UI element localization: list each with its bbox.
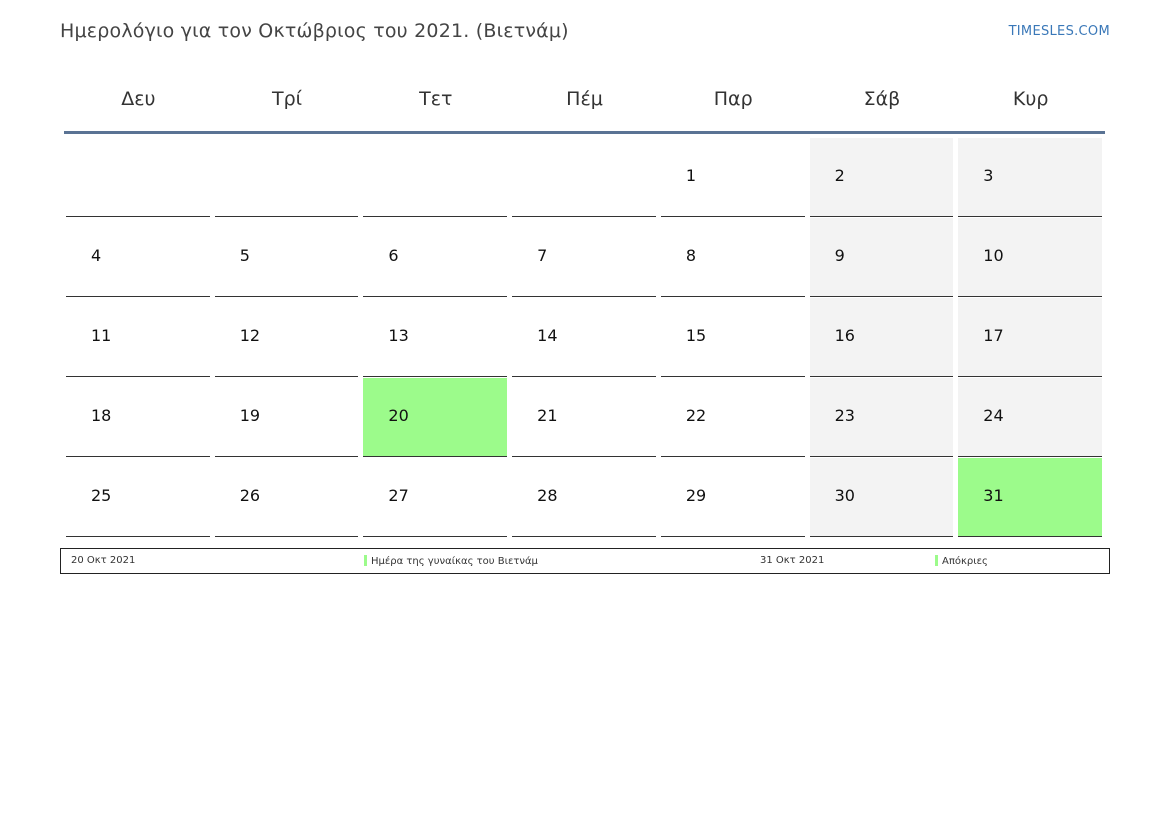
day-cell[interactable]: 24 xyxy=(958,378,1102,457)
legend-holiday-name: Ημέρα της γυναίκας του Βιετνάμ xyxy=(371,556,538,567)
day-cell[interactable]: 18 xyxy=(66,378,210,457)
day-number: 21 xyxy=(537,406,558,425)
empty-day-cell xyxy=(214,138,359,217)
day-number: 14 xyxy=(537,326,558,345)
day-cell[interactable]: 2 xyxy=(809,138,954,217)
holiday-legend: 20 Οκτ 2021 Ημέρα της γυναίκας του Βιετν… xyxy=(60,548,1110,574)
day-number: 3 xyxy=(983,166,994,185)
day-number: 13 xyxy=(388,326,409,345)
day-number: 23 xyxy=(834,406,855,425)
day-cell[interactable]: 8 xyxy=(660,218,805,297)
holiday-color-marker xyxy=(935,555,938,566)
weekday-fri: Παρ xyxy=(713,88,753,110)
day-cell[interactable]: 23 xyxy=(809,378,954,457)
day-cell[interactable]: 21 xyxy=(512,378,656,457)
day-cell[interactable]: 17 xyxy=(958,298,1102,377)
day-number: 12 xyxy=(239,326,261,345)
day-number: 22 xyxy=(685,406,707,425)
day-number: 8 xyxy=(685,246,697,265)
day-number: 29 xyxy=(685,486,707,505)
empty-day-cell xyxy=(363,138,508,217)
day-cell[interactable]: 14 xyxy=(512,298,656,377)
day-cell[interactable]: 12 xyxy=(214,298,359,377)
weekday-sat: Σάβ xyxy=(863,88,901,110)
day-cell[interactable]: 5 xyxy=(214,218,359,297)
weekday-mon: Δευ xyxy=(121,88,156,110)
day-cell[interactable]: 26 xyxy=(214,458,359,537)
page-title: Ημερολόγιο για τον Οκτώβριος του 2021. (… xyxy=(60,20,569,42)
day-number: 15 xyxy=(685,326,707,345)
calendar-grid: 1 2 3 4 5 6 7 8 9 10 11 12 13 14 15 16 17 18 19 20 21 22 23 24 2… xyxy=(64,138,1105,538)
day-cell[interactable]: 10 xyxy=(958,218,1102,297)
day-number: 31 xyxy=(983,486,1004,505)
day-cell[interactable]: 20 xyxy=(363,378,508,457)
day-cell[interactable]: 13 xyxy=(363,298,508,377)
day-cell[interactable]: 25 xyxy=(66,458,210,537)
day-number: 19 xyxy=(239,406,261,425)
day-cell[interactable]: 30 xyxy=(809,458,954,537)
day-cell[interactable]: 7 xyxy=(512,218,656,297)
weekday-tue: Τρί xyxy=(272,88,303,110)
day-cell[interactable]: 15 xyxy=(660,298,805,377)
legend-holiday-name: Απόκριες xyxy=(942,556,988,567)
day-cell[interactable]: 28 xyxy=(512,458,656,537)
legend-date: 20 Οκτ 2021 xyxy=(71,555,136,566)
day-cell[interactable]: 16 xyxy=(809,298,954,377)
day-number: 26 xyxy=(239,486,261,505)
day-cell[interactable]: 31 xyxy=(958,458,1102,537)
day-number: 4 xyxy=(91,246,102,265)
empty-day-cell xyxy=(512,138,656,217)
day-number: 24 xyxy=(983,406,1004,425)
day-cell[interactable]: 22 xyxy=(660,378,805,457)
day-number: 7 xyxy=(537,246,548,265)
day-cell[interactable]: 3 xyxy=(958,138,1102,217)
day-cell[interactable]: 27 xyxy=(363,458,508,537)
day-number: 16 xyxy=(834,326,855,345)
legend-date: 31 Οκτ 2021 xyxy=(760,555,825,566)
day-number: 5 xyxy=(239,246,250,265)
empty-day-cell xyxy=(66,138,210,217)
day-number: 2 xyxy=(834,166,845,185)
day-number: 27 xyxy=(388,486,409,505)
day-number: 9 xyxy=(834,246,845,265)
weekday-header: Δευ Τρί Τετ Πέμ Παρ Σάβ Κυρ xyxy=(64,80,1105,134)
holiday-color-marker xyxy=(364,555,367,566)
day-cell[interactable]: 19 xyxy=(214,378,359,457)
day-cell[interactable]: 9 xyxy=(809,218,954,297)
day-number: 18 xyxy=(91,406,112,425)
day-number: 30 xyxy=(834,486,855,505)
legend-item: Ημέρα της γυναίκας του Βιετνάμ xyxy=(364,555,538,567)
day-cell[interactable]: 4 xyxy=(66,218,210,297)
day-number: 25 xyxy=(91,486,112,505)
day-number: 11 xyxy=(91,326,112,345)
day-number: 6 xyxy=(388,246,399,265)
legend-item: Απόκριες xyxy=(935,555,988,567)
day-cell[interactable]: 29 xyxy=(660,458,805,537)
weekday-wed: Τετ xyxy=(419,88,453,110)
day-number: 10 xyxy=(983,246,1004,265)
day-cell[interactable]: 11 xyxy=(66,298,210,377)
day-number: 1 xyxy=(685,166,697,185)
day-cell[interactable]: 6 xyxy=(363,218,508,297)
day-number: 17 xyxy=(983,326,1004,345)
weekday-thu: Πέμ xyxy=(566,88,603,110)
day-number: 20 xyxy=(388,406,409,425)
day-number: 28 xyxy=(537,486,558,505)
day-cell[interactable]: 1 xyxy=(660,138,805,217)
weekday-sun: Κυρ xyxy=(1012,88,1049,110)
brand-link[interactable]: TIMESLES.COM xyxy=(1008,24,1110,39)
